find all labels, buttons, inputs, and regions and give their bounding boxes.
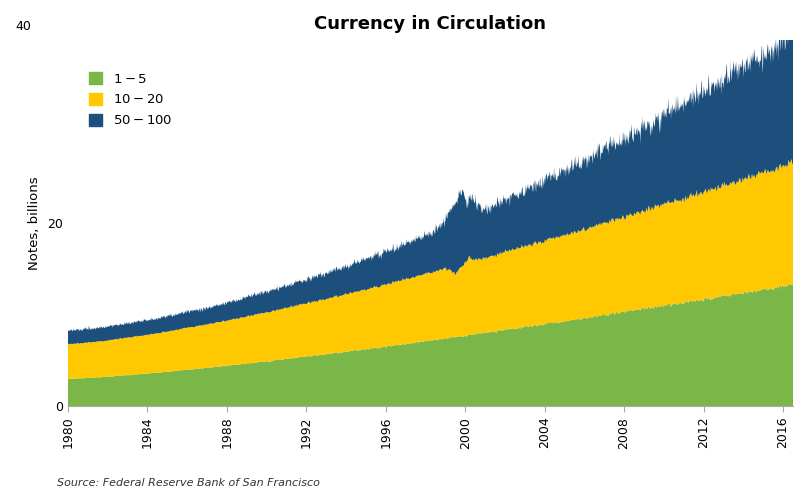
Legend: $1 - $5, $10 - $20, $50 - $100: $1 - $5, $10 - $20, $50 - $100 (89, 72, 172, 127)
Text: Source: Federal Reserve Bank of San Francisco: Source: Federal Reserve Bank of San Fran… (57, 478, 319, 488)
Title: Currency in Circulation: Currency in Circulation (314, 15, 546, 33)
Text: 40: 40 (15, 20, 31, 33)
Y-axis label: Notes, billions: Notes, billions (28, 176, 41, 270)
